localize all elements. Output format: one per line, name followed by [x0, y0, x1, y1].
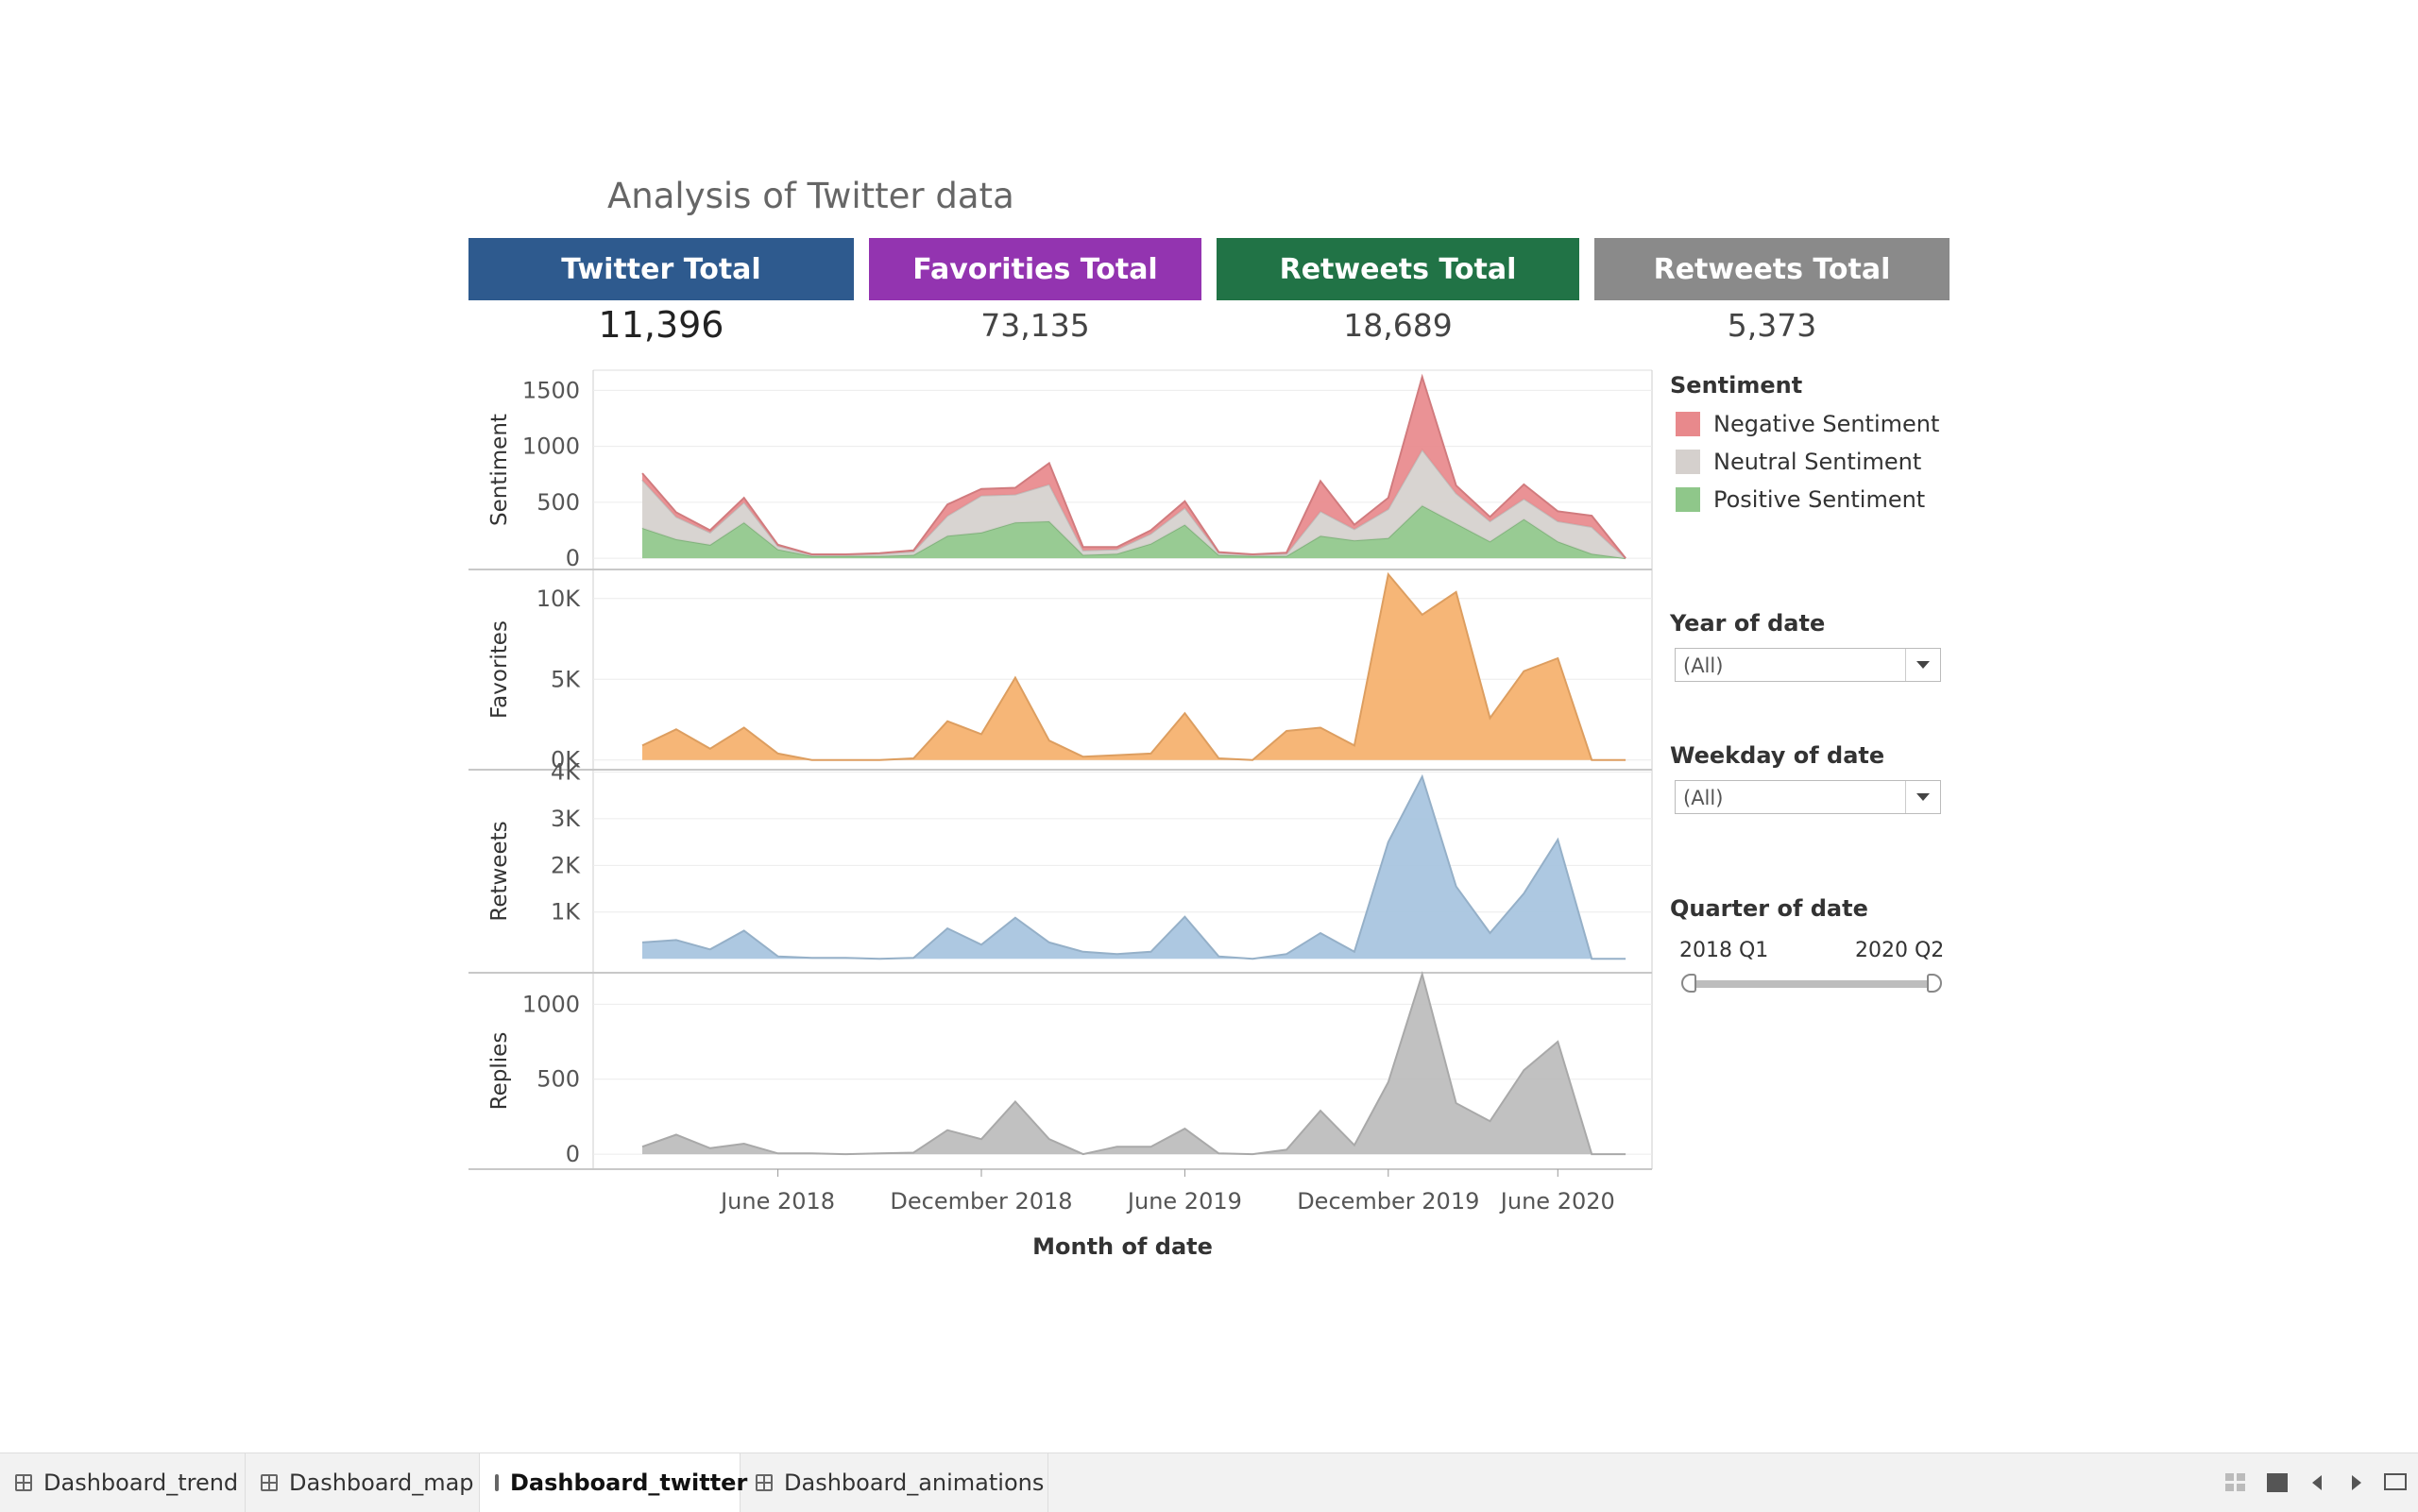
kpi-header-favorities-total: Favorities Total: [869, 238, 1201, 300]
presentation-icon[interactable]: [2384, 1473, 2407, 1490]
quarter-range-start-handle[interactable]: [1681, 974, 1696, 993]
prev-icon[interactable]: [2312, 1475, 2322, 1490]
legend-item-positive[interactable]: Positive Sentiment: [1676, 485, 1925, 514]
replies-line-replies: [641, 970, 1626, 1156]
kpi-header-replies-total: Retweets Total: [1594, 238, 1950, 300]
sheet-tab-bar: Dashboard_trend Dashboard_map Dashboard_…: [0, 1453, 2418, 1512]
legend-label-negative: Negative Sentiment: [1713, 411, 1940, 437]
weekday-filter-dropdown-button[interactable]: [1905, 781, 1940, 813]
dashboard-icon: [756, 1474, 773, 1491]
chevron-down-icon: [1916, 793, 1930, 801]
quarter-range-track[interactable]: [1687, 980, 1931, 988]
replies-y-tick-label: 0: [566, 1141, 580, 1167]
favorites-axis-title: Favorites: [487, 620, 512, 719]
replies-y-tick-label: 1000: [522, 991, 580, 1017]
sentiment-line-negative-sentiment: [641, 373, 1626, 559]
year-filter-dropdown-button[interactable]: [1905, 649, 1940, 681]
retweets-area-retweets: [642, 776, 1626, 960]
retweets-y-tick-label: 4K: [551, 758, 581, 785]
year-filter-value: (All): [1683, 654, 1724, 677]
kpi-value-retweets-total: 18,689: [1343, 307, 1453, 344]
sentiment-y-tick-label: 500: [536, 489, 580, 516]
twitter-area-chart: 050010001500Sentiment0K5K10KFavorites1K2…: [468, 369, 1653, 1260]
dashboard-title: Analysis of Twitter data: [607, 176, 1014, 216]
sentiment-y-tick-label: 1000: [522, 433, 580, 460]
tab-label: Dashboard_twitter: [510, 1470, 748, 1496]
x-tick-label: June 2018: [719, 1188, 835, 1215]
tab-dashboard-animations[interactable]: Dashboard_animations: [741, 1453, 1048, 1512]
retweets-line-retweets: [641, 773, 1626, 960]
x-tick-label: December 2019: [1297, 1188, 1479, 1215]
quarter-range-end-handle[interactable]: [1927, 974, 1942, 993]
dashboard-icon: [495, 1474, 499, 1491]
sentiment-axis-title: Sentiment: [487, 414, 512, 526]
favorites-y-tick-label: 10K: [536, 586, 582, 612]
x-tick-label: June 2020: [1499, 1188, 1615, 1215]
sentiment-area-neutral-sentiment: [642, 450, 1626, 559]
chevron-down-icon: [1916, 661, 1930, 669]
replies-y-tick-label: 500: [536, 1066, 580, 1093]
legend-swatch-neutral: [1676, 450, 1700, 474]
year-filter-title: Year of date: [1670, 610, 1826, 637]
legend-swatch-negative: [1676, 412, 1700, 436]
sentiment-area-negative-sentiment: [642, 377, 1626, 559]
legend-title: Sentiment: [1670, 372, 1803, 399]
tab-label: Dashboard_trend: [43, 1470, 239, 1496]
weekday-filter-title: Weekday of date: [1670, 742, 1885, 769]
kpi-header-twitter-total: Twitter Total: [468, 238, 854, 300]
weekday-filter-dropdown[interactable]: (All): [1675, 780, 1941, 814]
tab-dashboard-map[interactable]: Dashboard_map: [246, 1453, 480, 1512]
dashboard-icon: [15, 1474, 32, 1491]
kpi-header-retweets-total: Retweets Total: [1217, 238, 1579, 300]
kpi-value-replies-total: 5,373: [1727, 307, 1817, 344]
retweets-y-tick-label: 2K: [551, 852, 581, 878]
x-axis-title: Month of date: [1032, 1233, 1213, 1260]
tab-dashboard-twitter[interactable]: Dashboard_twitter: [480, 1453, 747, 1512]
x-tick-label: June 2019: [1126, 1188, 1242, 1215]
favorites-line-favorites: [641, 571, 1626, 761]
retweets-y-tick-label: 3K: [551, 806, 581, 832]
favorites-y-tick-label: 5K: [551, 666, 581, 692]
kpi-value-favorities-total: 73,135: [980, 307, 1090, 344]
next-icon[interactable]: [2352, 1475, 2361, 1490]
tab-label: Dashboard_map: [289, 1470, 474, 1496]
replies-area-replies: [642, 974, 1626, 1155]
favorites-area-favorites: [642, 574, 1626, 760]
retweets-axis-title: Retweets: [487, 821, 512, 921]
weekday-filter-value: (All): [1683, 787, 1724, 809]
legend-label-positive: Positive Sentiment: [1713, 486, 1926, 513]
single-view-icon[interactable]: [2267, 1473, 2288, 1492]
quarter-range-end: 2020 Q2: [1855, 939, 1945, 962]
legend-swatch-positive: [1676, 487, 1700, 512]
kpi-value-twitter-total: 11,396: [598, 304, 724, 346]
legend-label-neutral: Neutral Sentiment: [1713, 449, 1922, 475]
retweets-y-tick-label: 1K: [551, 899, 581, 926]
legend-item-negative[interactable]: Negative Sentiment: [1676, 410, 1939, 438]
replies-axis-title: Replies: [487, 1032, 512, 1111]
tab-label: Dashboard_animations: [784, 1470, 1045, 1496]
x-tick-label: December 2018: [890, 1188, 1072, 1215]
year-filter-dropdown[interactable]: (All): [1675, 648, 1941, 682]
sentiment-y-tick-label: 1500: [522, 377, 580, 403]
legend-item-neutral[interactable]: Neutral Sentiment: [1676, 448, 1921, 476]
dashboard-icon: [261, 1474, 278, 1491]
sentiment-y-tick-label: 0: [566, 545, 580, 571]
tab-dashboard-trend[interactable]: Dashboard_trend: [0, 1453, 246, 1512]
sentiment-area-positive-sentiment: [642, 505, 1626, 559]
quarter-range-start: 2018 Q1: [1679, 939, 1769, 962]
grid-icon[interactable]: [2225, 1473, 2246, 1492]
quarter-filter-title: Quarter of date: [1670, 895, 1868, 922]
